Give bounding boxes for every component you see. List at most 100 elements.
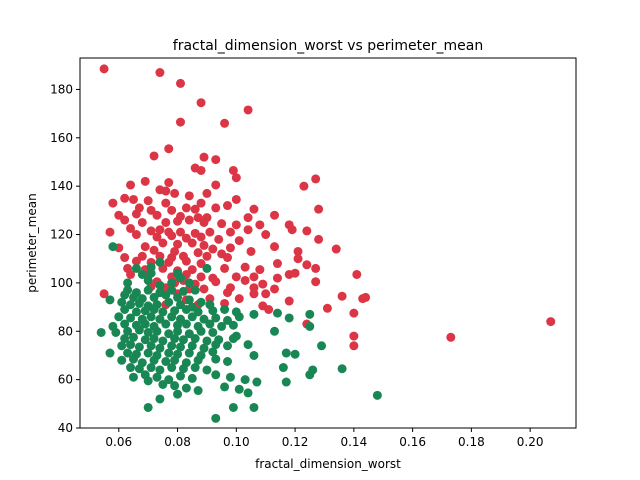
- data-point: [123, 326, 133, 336]
- data-point: [149, 355, 159, 365]
- data-point: [170, 355, 180, 365]
- data-point: [302, 260, 312, 270]
- x-tick-label: 0.10: [223, 435, 250, 449]
- data-point: [137, 269, 147, 279]
- data-point: [234, 384, 244, 394]
- data-point: [311, 277, 321, 287]
- data-point: [240, 375, 250, 385]
- data-point: [175, 273, 185, 283]
- data-point: [220, 305, 230, 314]
- y-tick-label: 60: [58, 373, 73, 387]
- data-point: [314, 204, 324, 214]
- data-point: [167, 231, 177, 241]
- data-point: [184, 215, 194, 225]
- data-point: [293, 254, 303, 264]
- data-point: [173, 239, 183, 249]
- data-point: [270, 326, 280, 336]
- data-point: [196, 165, 206, 175]
- data-point: [120, 334, 130, 344]
- data-point: [249, 204, 259, 214]
- data-point: [117, 355, 127, 365]
- data-point: [175, 371, 185, 381]
- data-point: [126, 269, 136, 279]
- data-point: [199, 217, 209, 227]
- data-point: [173, 292, 183, 302]
- data-point: [311, 263, 321, 273]
- data-point: [211, 277, 221, 287]
- y-tick-label: 80: [58, 324, 73, 338]
- data-point: [167, 363, 177, 373]
- data-point: [317, 341, 327, 351]
- data-point: [158, 336, 168, 346]
- data-point: [196, 232, 206, 242]
- data-point: [173, 216, 183, 226]
- data-point: [184, 278, 194, 288]
- data-point: [161, 198, 171, 208]
- data-point: [299, 181, 309, 191]
- data-point: [223, 253, 233, 263]
- data-point: [228, 320, 238, 330]
- data-point: [211, 155, 221, 165]
- data-point: [305, 370, 315, 380]
- data-point: [173, 326, 183, 336]
- data-point: [187, 312, 197, 322]
- data-point: [111, 327, 121, 337]
- data-point: [211, 180, 221, 190]
- data-point: [208, 306, 218, 316]
- data-point: [202, 263, 212, 273]
- data-point: [178, 364, 188, 374]
- data-point: [302, 226, 312, 236]
- data-point: [137, 217, 147, 227]
- y-axis-ticks: 40 60 80 100 120 140 160 180: [50, 82, 80, 435]
- x-tick-label: 0.18: [458, 435, 485, 449]
- data-point: [143, 285, 153, 295]
- data-point: [217, 219, 227, 229]
- data-point: [349, 341, 359, 351]
- data-point: [243, 105, 253, 115]
- data-point: [155, 343, 165, 353]
- data-point: [234, 294, 244, 304]
- data-point: [120, 319, 130, 329]
- data-point: [167, 205, 177, 215]
- data-point: [196, 98, 206, 108]
- data-point: [205, 319, 215, 329]
- y-axis-label: perimeter_mean: [25, 193, 39, 292]
- x-axis-ticks: 0.06 0.08 0.10 0.12 0.14 0.16 0.18 0.20: [105, 428, 544, 449]
- data-point: [158, 238, 168, 248]
- data-point: [175, 78, 185, 88]
- data-point: [146, 363, 156, 373]
- data-point: [175, 117, 185, 127]
- data-point: [105, 227, 115, 237]
- data-point: [164, 144, 174, 154]
- data-point: [225, 372, 235, 382]
- data-point: [211, 354, 221, 364]
- data-point: [252, 377, 262, 387]
- data-point: [131, 307, 141, 317]
- data-point: [305, 321, 315, 331]
- data-point: [152, 232, 162, 242]
- data-point: [117, 297, 127, 307]
- data-point: [181, 256, 191, 266]
- data-point: [220, 118, 230, 128]
- x-tick-label: 0.12: [282, 435, 309, 449]
- data-point: [202, 188, 212, 198]
- data-point: [187, 373, 197, 383]
- data-point: [184, 295, 194, 305]
- data-point: [272, 308, 282, 318]
- data-point: [196, 297, 206, 307]
- data-point: [208, 244, 218, 254]
- data-point: [161, 319, 171, 329]
- data-point: [211, 413, 221, 423]
- data-point: [270, 284, 280, 294]
- data-point: [164, 178, 174, 188]
- data-point: [108, 242, 118, 252]
- data-point: [284, 296, 294, 306]
- data-point: [225, 243, 235, 253]
- data-point: [120, 290, 130, 300]
- data-point: [155, 68, 165, 78]
- data-point: [243, 225, 253, 235]
- data-point: [134, 298, 144, 308]
- data-point: [193, 248, 203, 258]
- data-point: [231, 173, 241, 183]
- data-point: [143, 348, 153, 358]
